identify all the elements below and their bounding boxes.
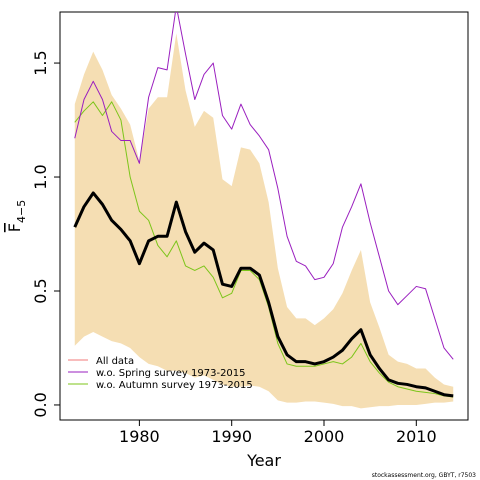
series-line	[74, 12, 454, 360]
x-axis-label: Year	[246, 451, 281, 470]
x-tick-label: 1980	[119, 427, 160, 446]
y-label-main: F	[5, 223, 24, 232]
y-tick-label: 1.5	[31, 50, 50, 75]
y-tick-label: 1.0	[31, 164, 50, 189]
y-tick-label: 0.0	[31, 392, 50, 417]
series-line	[73, 191, 454, 398]
plot-frame	[59, 11, 469, 421]
x-tick-label: 2010	[396, 427, 437, 446]
confidence-band	[74, 33, 454, 409]
footnote: stockassessment.org, GBYT, r7503	[372, 472, 476, 479]
legend-label: All data	[96, 356, 134, 367]
y-axis-label-text: F4−5	[5, 200, 28, 232]
y-label-sub: 4−5	[15, 200, 28, 223]
y-tick-label: 0.5	[31, 278, 50, 303]
y-axis-label: F4−5	[5, 200, 28, 232]
legend-label: w.o. Spring survey 1973-2015	[96, 368, 246, 379]
x-tick-label: 2000	[304, 427, 345, 446]
legend-label: w.o. Autumn survey 1973-2015	[96, 380, 253, 391]
x-tick-label: 1990	[211, 427, 252, 446]
